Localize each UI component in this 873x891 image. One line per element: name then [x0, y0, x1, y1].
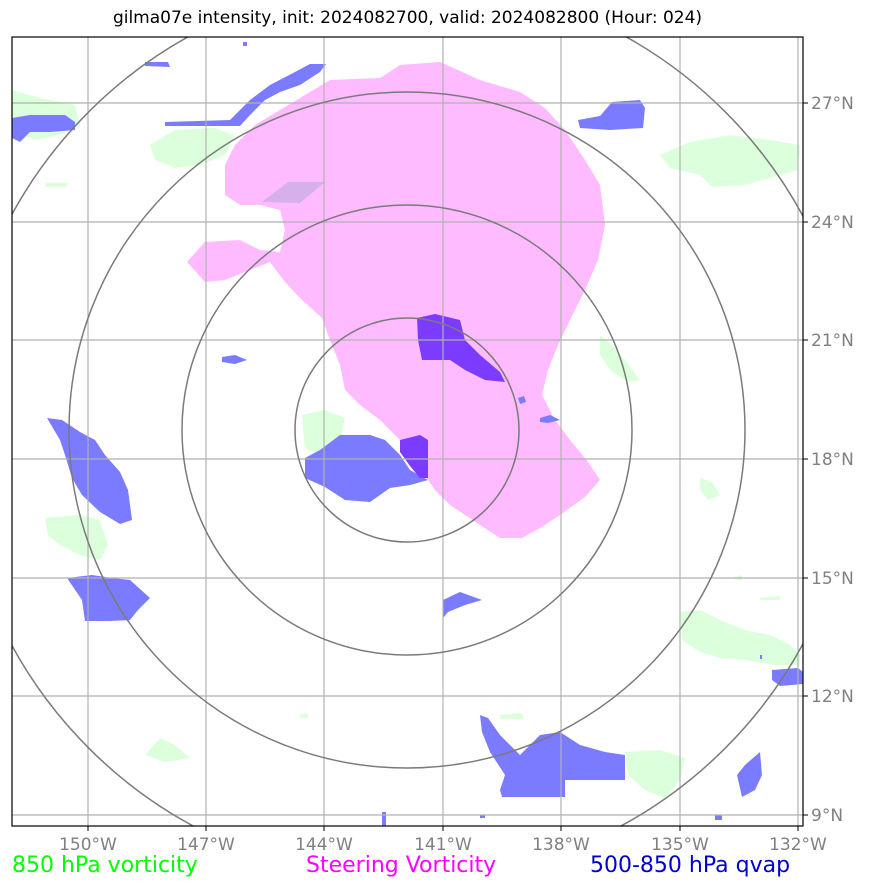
lon-tick-label: 132°W	[769, 835, 827, 855]
steering-vorticity-patch	[187, 62, 605, 538]
steering-vorticity-layer	[187, 62, 605, 538]
qvap-patch	[578, 100, 645, 130]
lat-tick-label: 24°N	[811, 213, 854, 233]
vorticity-patch	[700, 478, 720, 500]
qvap-patch	[165, 64, 326, 126]
lon-tick-label: 141°W	[414, 835, 472, 855]
latitude-labels: 27°N 24°N 21°N 18°N 15°N 12°N 9°N	[811, 94, 854, 826]
qvap-patch	[382, 812, 386, 826]
qvap-patch	[222, 355, 247, 364]
tick-marks	[87, 102, 808, 831]
lon-tick-label: 147°W	[177, 835, 235, 855]
qvap-patch	[518, 396, 526, 404]
lon-tick-label: 150°W	[59, 835, 117, 855]
map-title: gilma07e intensity, init: 2024082700, va…	[112, 8, 703, 28]
legend-850-vorticity: 850 hPa vorticity	[12, 853, 198, 878]
lon-tick-label: 144°W	[295, 835, 353, 855]
overlap-layer	[400, 314, 505, 478]
qvap-patch	[760, 655, 762, 659]
overlap-patch	[400, 435, 428, 478]
lat-tick-label: 21°N	[811, 331, 854, 351]
lat-tick-label: 18°N	[811, 450, 854, 470]
vorticity-patch	[660, 135, 800, 187]
legend-steering-vorticity: Steering Vorticity	[306, 853, 497, 878]
qvap-patch	[480, 715, 625, 797]
map-frame	[11, 36, 804, 827]
lon-tick-label: 135°W	[651, 835, 709, 855]
vorticity-patch	[145, 738, 190, 762]
qvap-patch	[145, 62, 170, 67]
range-rings	[12, 37, 803, 826]
lat-tick-label: 15°N	[811, 569, 854, 589]
vorticity-patch	[45, 515, 108, 560]
lat-tick-label: 12°N	[811, 687, 854, 707]
qvap-patch	[305, 435, 428, 502]
lon-tick-label: 138°W	[532, 835, 590, 855]
graticule	[12, 37, 803, 826]
qvap-patch	[540, 415, 560, 423]
qvap-patch	[737, 752, 762, 797]
vorticity-patch	[760, 596, 780, 600]
steering-vorticity-patch	[262, 182, 325, 203]
legend-qvap: 500-850 hPa qvap	[590, 853, 791, 878]
range-ring	[68, 91, 746, 769]
qvap-patch	[12, 115, 75, 142]
vorticity-patch	[680, 610, 800, 665]
qvap-patch	[47, 418, 132, 524]
qvap-patch	[443, 592, 482, 618]
range-ring	[181, 204, 633, 656]
longitude-labels: 150°W 147°W 144°W 141°W 138°W 135°W 132°…	[59, 835, 827, 855]
qvap-patch	[480, 815, 485, 818]
vorticity-patch	[625, 750, 685, 798]
vorticity-patch	[150, 128, 235, 168]
overlap-patch	[417, 314, 505, 382]
lat-tick-label: 27°N	[811, 94, 854, 114]
qvap-patch	[715, 815, 722, 820]
lat-tick-label: 9°N	[811, 806, 843, 826]
vorticity-patch	[300, 713, 308, 718]
range-ring	[294, 317, 520, 543]
qvap-patch	[243, 42, 247, 46]
qvap-patch	[67, 575, 150, 621]
vorticity-patch	[500, 713, 524, 719]
vorticity-patch	[45, 183, 68, 187]
